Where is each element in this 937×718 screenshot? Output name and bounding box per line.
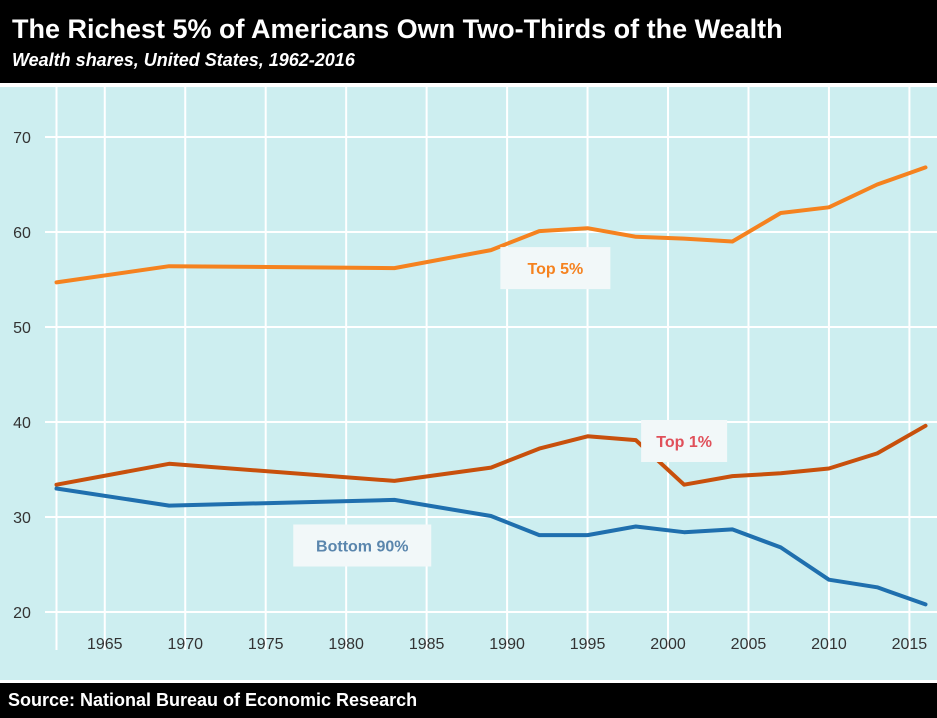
y-tick-label-70: 70 — [13, 130, 31, 147]
label-box-top-5 — [500, 247, 611, 290]
series-labels: Top 5% Top 1% Bottom 90% — [293, 247, 728, 567]
x-tick-label-1975: 1975 — [248, 636, 284, 653]
series-line-top-1 — [54, 423, 928, 487]
label-box-top-1 — [641, 420, 728, 462]
series-lines — [54, 165, 928, 607]
gridlines — [45, 87, 937, 650]
y-tick-label-30: 30 — [13, 510, 31, 527]
chart-area: Top 5% Top 1% Bottom 90% 20 30 40 50 60 70 1965 1… — [0, 87, 937, 680]
y-tick-label-40: 40 — [13, 415, 31, 432]
plot-background — [0, 87, 937, 680]
title-bar: The Richest 5% of Americans Own Two-Thir… — [0, 0, 937, 83]
chart-title: The Richest 5% of Americans Own Two-Thir… — [12, 14, 783, 44]
x-tick-label-1970: 1970 — [167, 636, 203, 653]
x-tick-label-2015: 2015 — [892, 636, 928, 653]
x-tick-label-2000: 2000 — [650, 636, 686, 653]
x-tick-label-1980: 1980 — [328, 636, 364, 653]
label-box-bottom-90 — [293, 524, 432, 567]
tick-labels: 20 30 40 50 60 70 1965 1970 1975 1980 1985 1990 1995… — [13, 130, 927, 653]
x-tick-label-2005: 2005 — [731, 636, 767, 653]
x-tick-label-1965: 1965 — [87, 636, 123, 653]
x-tick-label-1985: 1985 — [409, 636, 445, 653]
y-tick-label-20: 20 — [13, 605, 31, 622]
y-tick-label-50: 50 — [13, 320, 31, 337]
series-line-top-5 — [54, 165, 928, 285]
y-tick-label-60: 60 — [13, 225, 31, 242]
source-text: Source: National Bureau of Economic Rese… — [8, 690, 418, 710]
line-chart: Top 5% Top 1% Bottom 90% 20 30 40 50 60 70 1965 1… — [0, 87, 937, 680]
x-tick-label-1990: 1990 — [489, 636, 525, 653]
series-line-bottom-90 — [54, 486, 928, 607]
series-label-top-5: Top 5% — [528, 261, 584, 278]
x-tick-label-1995: 1995 — [570, 636, 606, 653]
source-bar: Source: National Bureau of Economic Rese… — [0, 683, 937, 718]
series-label-top-1: Top 1% — [656, 434, 712, 451]
x-tick-label-2010: 2010 — [811, 636, 847, 653]
series-label-bottom-90: Bottom 90% — [316, 539, 408, 556]
chart-subtitle: Wealth shares, United States, 1962-2016 — [12, 50, 355, 70]
